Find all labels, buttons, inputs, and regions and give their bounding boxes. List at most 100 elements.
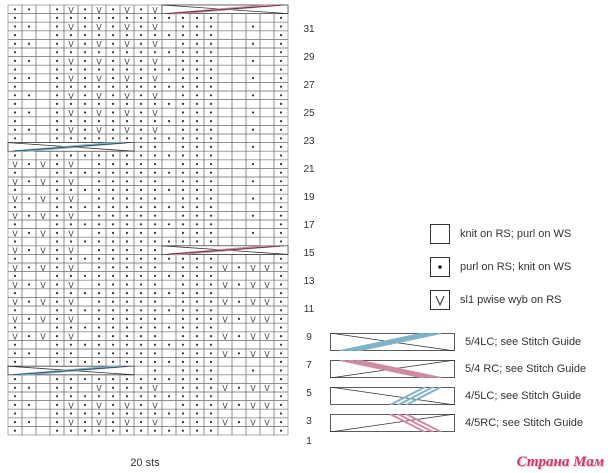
purl-dot [209,85,213,88]
slip-symbol: V [152,40,158,49]
purl-dot [111,85,115,88]
purl-dot [279,145,283,148]
purl-dot [209,94,213,97]
slip-stitch-symbol-icon [430,290,450,310]
purl-dot [13,403,17,406]
purl-dot [55,16,59,19]
slip-symbol: V [264,298,270,307]
purl-dot [167,274,171,277]
purl-dot [13,77,17,80]
purl-dot [55,171,59,174]
purl-dot [111,429,115,432]
purl-dot [111,171,115,174]
purl-dot [83,188,87,191]
row-number: 5 [306,388,312,399]
purl-dot [209,102,213,105]
legend-text: 5/4 RC; see Stitch Guide [465,363,587,375]
purl-dot [13,94,17,97]
purl-dot [27,77,31,80]
purl-dot [237,266,241,269]
purl-dot [97,335,101,338]
purl-dot [125,163,129,166]
slip-symbol: V [264,333,270,342]
purl-dot [279,59,283,63]
slip-symbol: V [124,419,130,428]
purl-dot [195,240,199,243]
purl-dot [111,378,115,381]
purl-dot [195,206,199,209]
purl-dot [27,352,31,355]
purl-dot [139,429,143,432]
purl-dot [125,51,129,54]
purl-dot [55,8,59,11]
purl-dot [111,300,115,303]
purl-dot [181,51,185,54]
purl-dot [69,120,73,123]
purl-dot [251,180,255,183]
purl-dot [209,59,213,63]
cable-4-5-lc-icon [330,387,455,405]
purl-dot [237,300,241,303]
purl-dot [125,34,129,37]
purl-dot [195,369,199,372]
slip-symbol: V [68,57,74,66]
purl-dot [153,231,157,234]
purl-dot [125,249,129,252]
purl-dot [279,163,283,166]
purl-dot [181,292,185,295]
purl-dot [125,137,129,140]
purl-dot [209,412,213,415]
purl-dot [181,180,185,183]
purl-dot [279,292,283,295]
purl-dot [195,128,199,131]
purl-dot [209,163,213,166]
row-number: 19 [303,192,315,203]
purl-dot [83,77,87,80]
purl-dot [27,94,31,97]
purl-dot [111,360,115,363]
slip-symbol: V [152,109,158,118]
purl-dot [13,188,17,191]
slip-symbol: V [96,92,102,101]
purl-dot [55,94,59,97]
purl-dot [167,68,171,71]
purl-dot [181,171,185,174]
purl-dot [55,102,59,105]
purl-dot [181,85,185,88]
purl-dot [13,352,17,355]
purl-dot [279,369,283,372]
slip-symbol: V [152,419,158,428]
purl-dot [111,188,115,191]
purl-dot [111,317,115,320]
purl-dot [83,309,87,312]
slip-symbol: V [264,350,270,359]
purl-dot [209,360,213,363]
purl-dot [125,240,129,243]
purl-dot [13,343,17,346]
purl-dot [125,188,129,191]
purl-dot [13,223,17,226]
slip-symbol: V [264,264,270,273]
purl-dot [195,34,199,37]
cable-crossing [7,141,135,153]
purl-dot [83,343,87,346]
purl-dot [139,335,143,338]
purl-dot [209,68,213,71]
purl-dot [181,137,185,140]
slip-symbol: V [68,212,74,221]
purl-dot [237,283,241,286]
purl-dot [139,352,143,355]
purl-dot [125,283,129,286]
slip-symbol: V [68,23,74,32]
purl-dot [111,274,115,277]
purl-dot [153,16,157,19]
purl-dot [83,257,87,260]
purl-dot [139,421,143,424]
purl-dot [139,378,143,381]
purl-dot [13,421,17,424]
slip-symbol: V [68,333,74,342]
purl-dot [209,326,213,329]
purl-dot [167,257,171,260]
purl-dot [279,188,283,191]
purl-dot [153,412,157,415]
